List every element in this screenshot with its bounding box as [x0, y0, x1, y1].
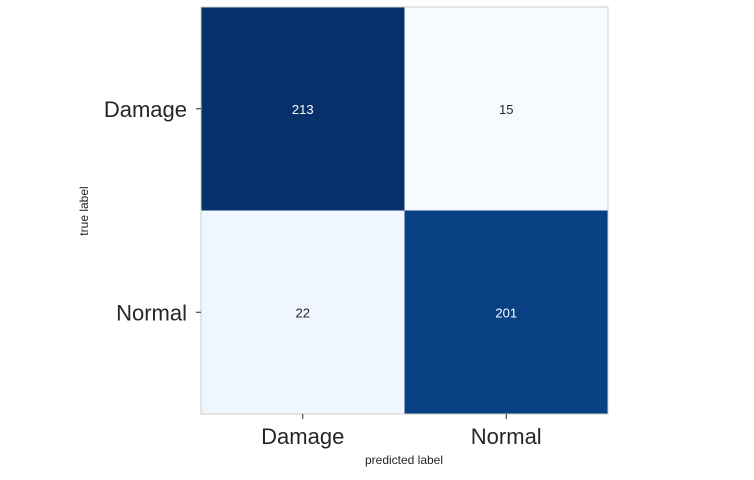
heatmap-cells: 213 15 22 201 [201, 7, 608, 414]
cell-value-0-1: 15 [499, 102, 513, 117]
plot-frame [200, 6, 609, 415]
heatmap-cell-0-0 [201, 7, 405, 211]
heatmap-cell-1-0 [201, 210, 405, 414]
x-axis-label: predicted label [365, 453, 443, 467]
y-axis-label: true label [77, 186, 91, 235]
x-tick-label: Normal [471, 424, 542, 449]
cell-value-0-0: 213 [292, 102, 314, 117]
y-tick-label: Damage [104, 97, 187, 122]
y-tick-label: Normal [116, 300, 187, 325]
heatmap-cell-0-1 [404, 7, 608, 211]
heatmap-cell-1-1 [404, 210, 608, 414]
cell-value-1-0: 22 [296, 305, 310, 320]
x-tick-label: Damage [261, 424, 344, 449]
axis-ticks: Damage Normal Damage Normal [104, 97, 542, 449]
cell-value-1-1: 201 [495, 305, 517, 320]
